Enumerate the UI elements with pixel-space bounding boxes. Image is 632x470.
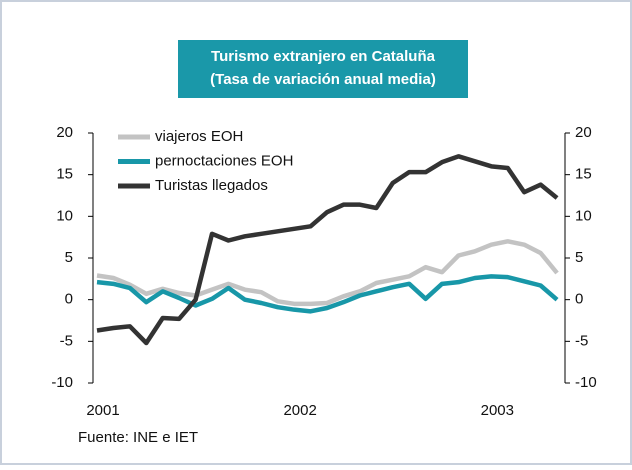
legend-label: viajeros EOH [155, 128, 243, 145]
chart-title: Turismo extranjero en Cataluña [211, 48, 436, 65]
y2-tick-label: -10 [575, 374, 597, 391]
y2-tick-label: 10 [575, 207, 592, 224]
y-tick-label: 10 [56, 207, 73, 224]
y2-tick-label: -5 [575, 332, 588, 349]
legend-label: pernoctaciones EOH [155, 152, 293, 169]
y2-tick-label: 20 [575, 124, 592, 141]
y-tick-label: 20 [56, 124, 73, 141]
x-tick-label: 2003 [481, 402, 514, 419]
data-line [96, 154, 559, 346]
y2-tick-label: 15 [575, 166, 592, 183]
y-tick-label: 5 [65, 249, 73, 266]
data-line [96, 274, 559, 314]
y-tick-label: 15 [56, 166, 73, 183]
legend-label: Turistas llegados [155, 177, 268, 194]
x-tick-label: 2002 [283, 402, 316, 419]
y-tick-label: -5 [60, 332, 73, 349]
y2-tick-label: 0 [575, 291, 583, 308]
title-box [178, 40, 468, 98]
y-tick-label: -10 [51, 374, 73, 391]
source: Fuente: INE e IET [78, 429, 198, 446]
chart-subtitle: (Tasa de variación anual media) [210, 71, 436, 88]
x-tick-label: 2001 [86, 402, 119, 419]
y-tick-label: 0 [65, 291, 73, 308]
data-line [96, 239, 559, 307]
y2-tick-label: 5 [575, 249, 583, 266]
